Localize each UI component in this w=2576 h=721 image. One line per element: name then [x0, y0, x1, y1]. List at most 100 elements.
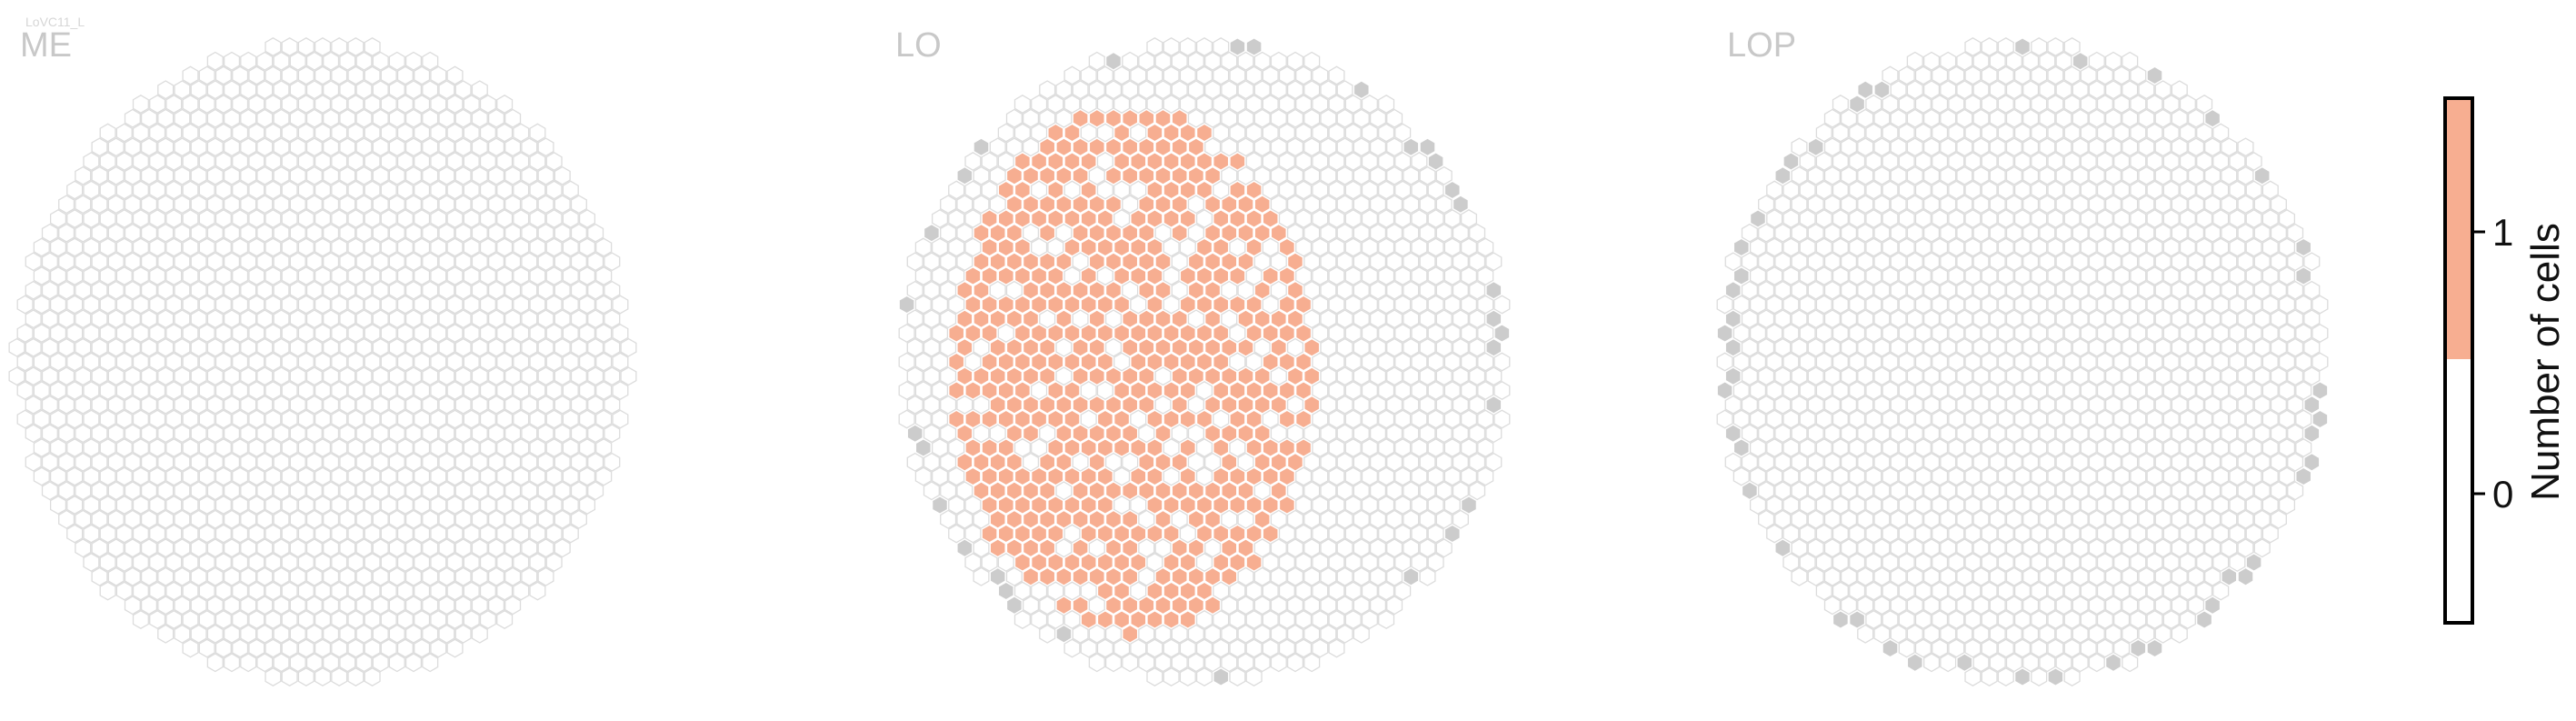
hex-cell [1956, 195, 1973, 215]
hex-cell [83, 496, 100, 515]
hex-cell [58, 366, 75, 386]
hex-cell [2270, 481, 2287, 501]
hex-cell [2104, 280, 2122, 300]
hex-cell [8, 366, 25, 386]
hex-cell [1932, 237, 1949, 257]
hex-cell [314, 610, 332, 629]
hex-cell [1213, 466, 1230, 486]
hex-cell [1328, 581, 1345, 601]
hex-cell [1213, 496, 1230, 515]
hex-cell [2179, 123, 2196, 143]
hex-cell [2212, 152, 2230, 171]
hex-cell [1807, 395, 1824, 415]
hex-cell [2122, 252, 2139, 272]
hex-cell [1253, 280, 1271, 300]
hex-cell [931, 324, 949, 343]
hex-cell [305, 309, 323, 329]
hex-cell [2022, 51, 2040, 71]
hex-cell [956, 195, 973, 215]
hex-cell [132, 466, 149, 486]
hex-cell [364, 237, 381, 257]
hex-cell [2162, 496, 2180, 515]
hex-cell [513, 237, 530, 257]
hex-cell [91, 309, 108, 329]
hex-cell [1229, 266, 1246, 285]
hex-cell [422, 596, 439, 616]
hex-cell [1229, 180, 1246, 200]
hex-cell [1932, 152, 1949, 171]
hex-cell [1419, 280, 1436, 300]
hex-cell [256, 395, 274, 415]
hex-cell [1807, 538, 1824, 558]
hex-cell [1857, 80, 1874, 100]
hex-cell [2104, 252, 2122, 272]
hex-cell [1179, 438, 1196, 457]
hex-cell [1873, 395, 1891, 415]
hex-cell [2278, 324, 2296, 343]
hex-cell [1477, 352, 1494, 372]
hex-cell [256, 165, 274, 185]
hex-cell [1981, 438, 1998, 457]
hex-cell [1724, 280, 1742, 300]
hex-cell [2204, 223, 2222, 243]
hex-cell [1411, 438, 1428, 457]
hex-cell [1922, 51, 1941, 71]
hex-cell [2039, 51, 2056, 71]
hex-cell [215, 553, 232, 572]
hex-cell [989, 452, 1006, 472]
hex-cell [1849, 438, 1866, 457]
hex-cell [2204, 252, 2222, 272]
hex-cell [215, 237, 232, 257]
hex-cell [1403, 137, 1420, 157]
hex-cell [1435, 509, 1453, 529]
hex-cell [2096, 65, 2113, 85]
hex-cell [1213, 581, 1230, 601]
hex-cell [948, 324, 965, 343]
hex-cell [2088, 596, 2105, 616]
hex-cell [1782, 295, 1800, 315]
hex-cell [554, 165, 571, 185]
hex-cell [2212, 553, 2230, 572]
hex-cell [1154, 51, 1172, 71]
hex-cell [49, 352, 67, 372]
hex-cell [124, 165, 141, 185]
hex-cell [1179, 295, 1196, 315]
hex-cell [2212, 266, 2230, 285]
hex-cell [1055, 280, 1073, 300]
hex-cell [248, 152, 265, 171]
hex-cell [1443, 180, 1461, 200]
hex-cell [1981, 581, 1998, 601]
hex-cell [1361, 295, 1378, 315]
hex-cell [956, 252, 973, 272]
hex-cell [190, 481, 207, 501]
hex-cell [364, 266, 381, 285]
hex-cell [1849, 237, 1866, 257]
hex-cell [1146, 466, 1163, 486]
hex-cell [190, 165, 207, 185]
hex-cell [2013, 466, 2032, 486]
hex-cell [1204, 51, 1222, 71]
hex-cell [107, 165, 125, 185]
hex-cell [1262, 496, 1279, 515]
hex-cell [1873, 108, 1891, 128]
hex-cell [1758, 337, 1775, 357]
hex-cell [232, 581, 249, 601]
hex-cell [265, 123, 282, 143]
hex-cell [232, 524, 249, 544]
hex-cell [1823, 165, 1841, 185]
hex-cell [2055, 509, 2072, 529]
hex-cell [1766, 352, 1783, 372]
hex-cell [1171, 566, 1188, 586]
hex-cell [1857, 452, 1874, 472]
hex-cell [430, 553, 447, 572]
hex-cell [454, 223, 472, 243]
hex-cell [1303, 395, 1321, 415]
hex-cell [2122, 596, 2139, 616]
hex-cell [1865, 496, 1882, 515]
hex-cell [2013, 381, 2032, 400]
hex-cell [1882, 152, 1899, 171]
hex-cell [1104, 252, 1123, 272]
hex-cell [2039, 566, 2056, 586]
hex-cell [2013, 496, 2032, 515]
hex-cell [521, 366, 538, 386]
